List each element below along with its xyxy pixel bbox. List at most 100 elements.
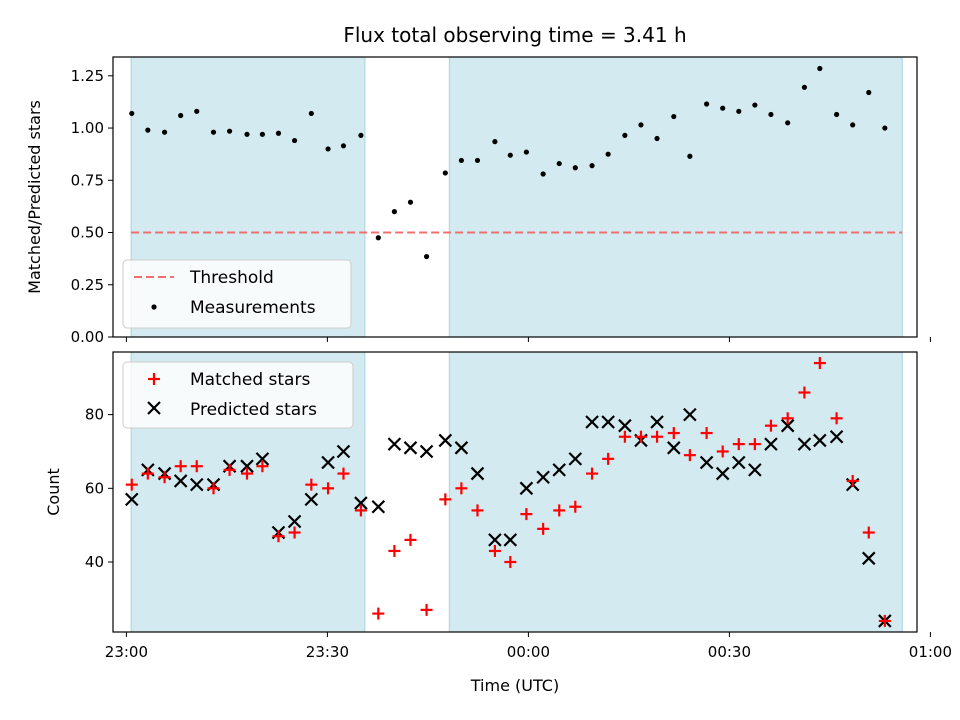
matched-star-point: [354, 504, 367, 517]
predicted-marker-stroke: [732, 455, 746, 470]
predicted-star-point: [748, 463, 762, 477]
predicted-marker-stroke: [371, 499, 386, 514]
predicted-star-point: [519, 481, 534, 496]
predicted-marker-stroke: [552, 463, 566, 477]
predicted-marker-stroke: [618, 418, 632, 433]
measurement-point: [882, 125, 888, 131]
predicted-marker-stroke: [336, 444, 351, 459]
matched-star-point: [862, 526, 875, 539]
predicted-marker-stroke: [470, 466, 485, 481]
measurement-point: [834, 111, 840, 118]
predicted-marker-stroke: [488, 533, 502, 547]
y-tick-label: 0.25: [71, 276, 104, 294]
y-tick-label: 60: [85, 479, 104, 497]
y-tick-label: 1.25: [71, 67, 104, 85]
legend-predicted-label: Predicted stars: [190, 400, 317, 420]
predicted-marker-stroke: [519, 481, 534, 496]
measurement-point: [720, 105, 726, 111]
measurement-point: [391, 209, 397, 215]
matched-star-point: [322, 482, 335, 495]
measurement-point: [275, 130, 282, 136]
measurement-point: [129, 110, 135, 117]
matched-star-point: [288, 526, 301, 539]
matched-star-point: [537, 522, 550, 535]
x-tick-label: 23:30: [306, 643, 349, 661]
top-axes-frame: [112, 56, 918, 338]
matched-star-point: [223, 463, 236, 476]
predicted-star-point: [403, 441, 418, 455]
matched-star-point: [404, 533, 417, 546]
predicted-star-point: [321, 455, 335, 470]
matched-star-point: [455, 482, 468, 495]
legend-measurement-label: Measurements: [190, 298, 316, 318]
predicted-star-point: [683, 407, 697, 422]
predicted-star-point: [488, 533, 502, 547]
predicted-marker-stroke: [797, 437, 812, 451]
predicted-marker-stroke: [650, 415, 664, 429]
matched-star-point: [764, 419, 777, 432]
measurement-point: [492, 139, 498, 145]
predicted-marker-stroke: [585, 415, 599, 429]
predicted-marker-stroke: [861, 551, 876, 566]
predicted-star-point: [861, 551, 876, 566]
predicted-marker-stroke: [354, 496, 368, 510]
x-tick-label: 23:00: [105, 643, 148, 661]
measurement-point: [589, 163, 595, 169]
measurement-point: [375, 235, 381, 241]
x-tick-label: 01:00: [909, 643, 952, 661]
predicted-star-point: [470, 466, 485, 481]
measurement-point: [458, 157, 464, 164]
predicted-star-point: [536, 470, 550, 485]
predicted-star-point: [336, 444, 351, 459]
matched-star-point: [618, 430, 631, 443]
predicted-marker-stroke: [255, 452, 270, 466]
matched-star-point: [602, 452, 615, 465]
matched-star-point: [634, 430, 647, 443]
bottom-axes-frame: [112, 351, 918, 633]
matched-star-point: [586, 467, 599, 480]
predicted-marker-stroke: [780, 418, 795, 433]
legend-matched-label: Matched stars: [190, 370, 310, 390]
chart-title: Flux total observing time = 3.41 h: [343, 23, 686, 47]
matched-star-point: [471, 504, 484, 517]
matched-star-point: [748, 438, 761, 451]
measurement-point: [817, 65, 823, 72]
predicted-marker-stroke: [667, 441, 681, 455]
matched-star-point: [125, 478, 138, 491]
y-tick-label: 0.75: [71, 171, 104, 189]
predicted-star-point: [650, 415, 664, 429]
matched-star-point: [846, 474, 859, 487]
matched-star-point: [488, 544, 501, 557]
matched-star-point: [553, 504, 566, 517]
predicted-marker-stroke: [699, 455, 714, 470]
predicted-star-point: [829, 429, 844, 444]
predicted-star-point: [601, 415, 615, 429]
matched-star-point: [305, 478, 318, 491]
measurement-point: [423, 253, 430, 260]
predicted-star-point: [764, 437, 778, 451]
measurement-point: [752, 102, 758, 108]
matched-star-point: [190, 460, 203, 473]
measurement-point: [325, 146, 331, 152]
top-ylabel: Matched/Predicted stars: [25, 100, 44, 294]
predicted-marker-stroke: [321, 455, 335, 470]
legend-measurement-marker: [151, 304, 157, 310]
measurement-point: [523, 149, 529, 155]
measurement-point: [605, 151, 611, 157]
measurement-point: [407, 199, 414, 205]
measurement-point: [687, 153, 693, 159]
bottom-legend: Matched stars Predicted stars: [122, 361, 354, 429]
matched-star-point: [716, 445, 729, 458]
predicted-star-point: [354, 496, 368, 510]
predicted-star-point: [287, 514, 302, 529]
measurement-point: [442, 170, 448, 176]
y-tick-label: 80: [85, 406, 104, 424]
predicted-star-point: [438, 433, 453, 448]
matched-star-point: [813, 357, 826, 370]
measurement-point: [210, 129, 217, 135]
predicted-star-point: [813, 433, 827, 448]
matched-star-point: [388, 544, 401, 557]
bottom-ylabel: Count: [44, 468, 63, 516]
